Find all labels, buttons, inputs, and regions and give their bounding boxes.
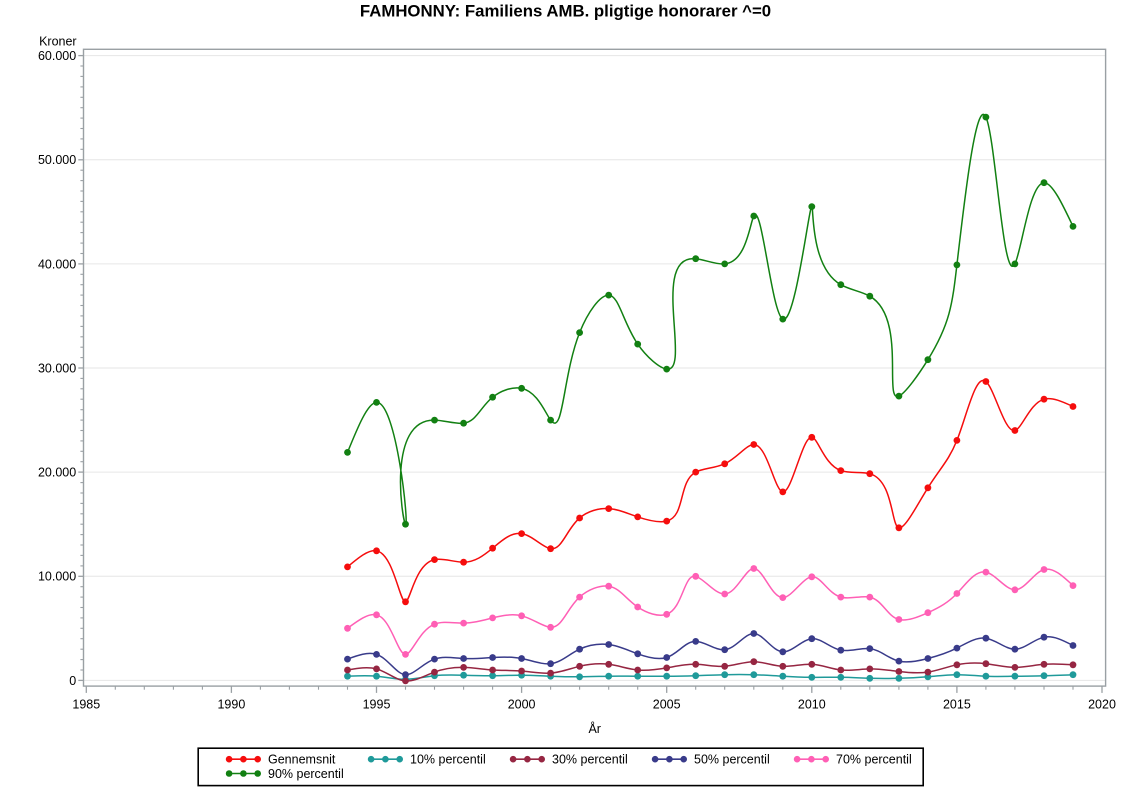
svg-text:2015: 2015: [943, 698, 971, 712]
svg-text:2005: 2005: [653, 698, 681, 712]
svg-text:Gennemsnit: Gennemsnit: [268, 753, 336, 767]
svg-text:2020: 2020: [1088, 698, 1116, 712]
svg-text:10.000: 10.000: [38, 570, 76, 584]
svg-text:Kroner: Kroner: [39, 35, 77, 49]
svg-text:30% percentil: 30% percentil: [552, 753, 628, 767]
svg-text:90% percentil: 90% percentil: [268, 767, 344, 781]
svg-text:50.000: 50.000: [38, 153, 76, 167]
svg-text:2000: 2000: [508, 698, 536, 712]
svg-text:50% percentil: 50% percentil: [694, 753, 770, 767]
svg-text:1990: 1990: [217, 698, 245, 712]
svg-text:60.000: 60.000: [38, 49, 76, 63]
svg-text:30.000: 30.000: [38, 361, 76, 375]
svg-text:FAMHONNY: Familiens AMB. pligt: FAMHONNY: Familiens AMB. pligtige honora…: [360, 2, 771, 21]
svg-text:0: 0: [69, 674, 76, 688]
svg-text:1985: 1985: [72, 698, 100, 712]
svg-text:40.000: 40.000: [38, 257, 76, 271]
svg-text:20.000: 20.000: [38, 466, 76, 480]
svg-text:70% percentil: 70% percentil: [836, 753, 912, 767]
svg-text:1995: 1995: [363, 698, 391, 712]
svg-text:2010: 2010: [798, 698, 826, 712]
svg-text:År: År: [588, 721, 601, 736]
svg-text:10% percentil: 10% percentil: [410, 753, 486, 767]
